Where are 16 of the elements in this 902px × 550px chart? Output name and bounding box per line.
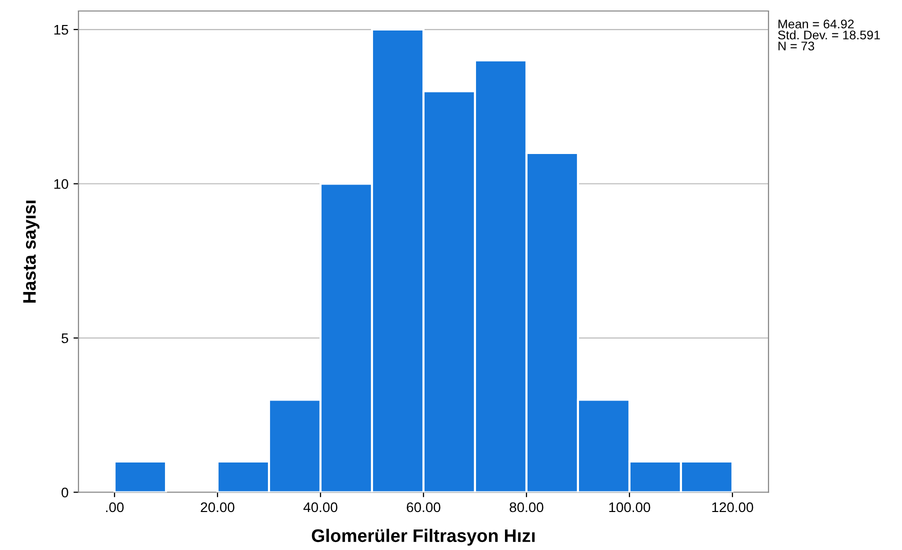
y-tick-label: 15 — [54, 24, 68, 35]
y-tick-label: 5 — [62, 333, 68, 344]
y-tick-label: 10 — [54, 179, 68, 189]
text: Mean = 64.92 — [778, 20, 854, 28]
x-axis-title: Glomerüler Filtrasyon Hızı — [312, 528, 535, 546]
x-tick-label: 60.00 — [406, 502, 440, 512]
x-tick-label: 100.00 — [609, 502, 650, 512]
y-tick-label: 0 — [62, 488, 68, 498]
y-axis-title: Hasta sayısı — [23, 200, 40, 303]
x-tick-label: 40.00 — [303, 502, 338, 512]
x-tick-label: 20.00 — [200, 502, 234, 512]
text: N = 73 — [778, 42, 814, 50]
x-tick-label: .00 — [106, 502, 124, 512]
x-tick-label: 80.00 — [510, 502, 544, 512]
text: Std. Dev. = 18.591 — [778, 30, 880, 40]
x-tick-label: 120.00 — [712, 502, 754, 512]
